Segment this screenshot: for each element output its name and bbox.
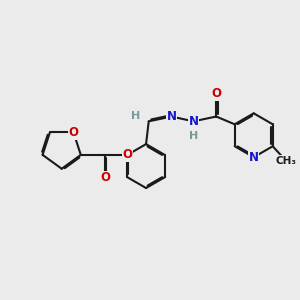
Text: O: O bbox=[100, 171, 110, 184]
Text: N: N bbox=[188, 115, 199, 128]
Text: H: H bbox=[189, 131, 198, 141]
Text: CH₃: CH₃ bbox=[276, 156, 297, 166]
Text: N: N bbox=[167, 110, 176, 123]
Text: O: O bbox=[68, 126, 79, 139]
Text: O: O bbox=[123, 148, 133, 161]
Text: O: O bbox=[211, 87, 221, 100]
Text: H: H bbox=[131, 111, 140, 121]
Text: N: N bbox=[249, 151, 259, 164]
